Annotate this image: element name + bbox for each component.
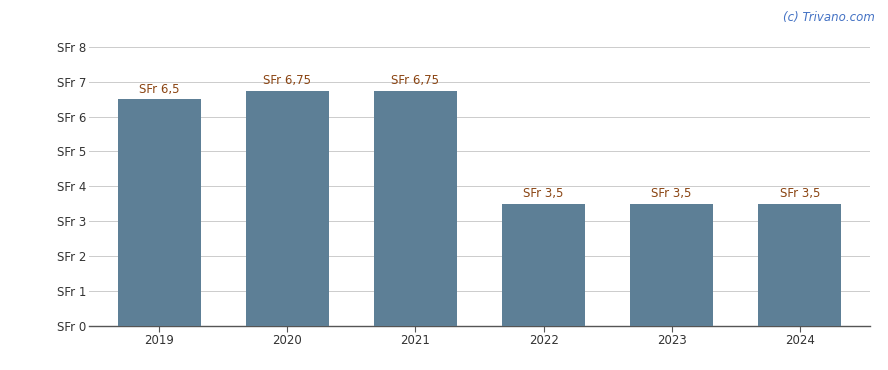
Text: SFr 6,75: SFr 6,75: [264, 74, 312, 87]
Bar: [502, 204, 585, 326]
Bar: [758, 204, 842, 326]
Text: SFr 6,5: SFr 6,5: [139, 83, 179, 96]
Bar: [630, 204, 713, 326]
Text: SFr 6,75: SFr 6,75: [392, 74, 440, 87]
Text: SFr 3,5: SFr 3,5: [523, 187, 564, 200]
Bar: [246, 91, 329, 326]
Text: SFr 3,5: SFr 3,5: [780, 187, 820, 200]
Bar: [374, 91, 457, 326]
Bar: [117, 99, 201, 326]
Text: (c) Trivano.com: (c) Trivano.com: [783, 11, 875, 24]
Text: SFr 3,5: SFr 3,5: [652, 187, 692, 200]
